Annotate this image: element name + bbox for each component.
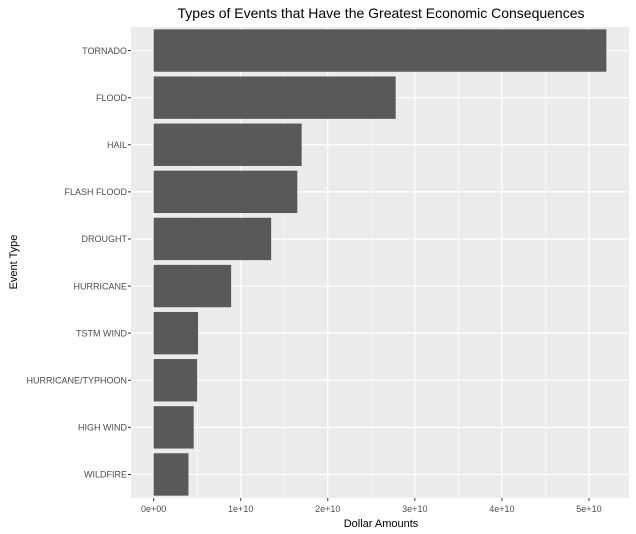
y-axis: TORNADO FLOOD HAIL FLASH FLOOD DROUGHT HURRIC… bbox=[26, 46, 131, 480]
bar bbox=[153, 311, 199, 355]
x-tick-label: 5e+10 bbox=[576, 504, 601, 514]
x-axis-title: Dollar Amounts bbox=[344, 518, 419, 530]
bar bbox=[153, 29, 607, 72]
bar bbox=[153, 217, 272, 261]
x-tick-label: 2e+10 bbox=[315, 504, 340, 514]
x-tick-label: 1e+10 bbox=[228, 504, 253, 514]
x-tick-label: 3e+10 bbox=[402, 504, 427, 514]
y-tick-label: TORNADO bbox=[82, 46, 127, 56]
x-axis: 0e+00 1e+10 2e+10 3e+10 4e+10 5e+10 bbox=[141, 498, 602, 514]
bar bbox=[153, 123, 302, 166]
y-tick-label: DROUGHT bbox=[82, 234, 128, 244]
y-tick-label: FLOOD bbox=[96, 93, 128, 103]
y-tick-label: WILDFIRE bbox=[84, 470, 127, 480]
x-tick-label: 0e+00 bbox=[141, 504, 166, 514]
bar bbox=[153, 76, 396, 119]
bar bbox=[153, 264, 232, 308]
y-axis-title: Event Type bbox=[8, 235, 20, 290]
bars bbox=[153, 29, 607, 496]
bar bbox=[153, 170, 298, 214]
bar bbox=[153, 406, 194, 449]
x-tick-label: 4e+10 bbox=[489, 504, 514, 514]
bar bbox=[153, 453, 189, 496]
y-tick-label: HAIL bbox=[107, 140, 127, 150]
y-tick-label: HURRICANE/TYPHOON bbox=[26, 375, 127, 385]
y-tick-label: FLASH FLOOD bbox=[64, 187, 127, 197]
chart-title: Types of Events that Have the Greatest E… bbox=[178, 5, 585, 21]
y-tick-label: TSTM WIND bbox=[76, 328, 127, 338]
y-tick-label: HIGH WIND bbox=[78, 423, 127, 433]
y-tick-label: HURRICANE bbox=[73, 281, 127, 291]
bar bbox=[153, 359, 198, 402]
